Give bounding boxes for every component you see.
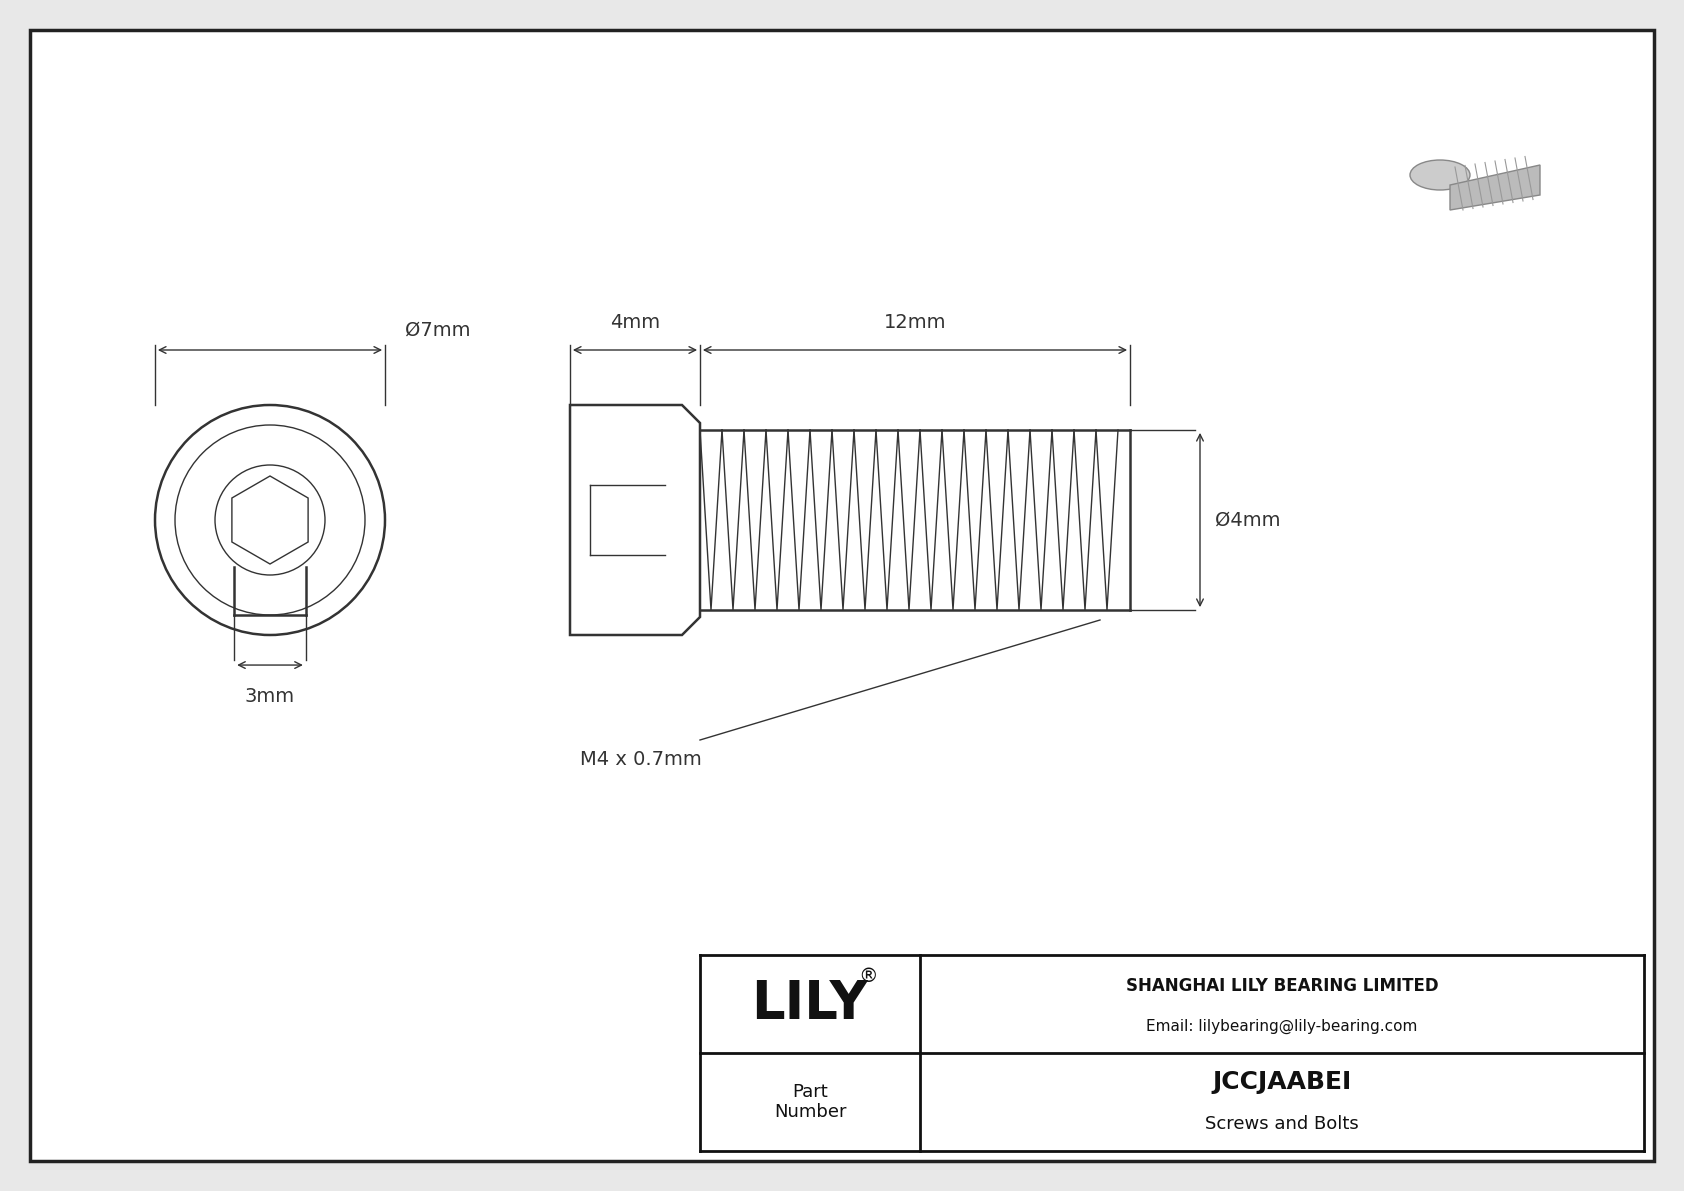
Text: M4 x 0.7mm: M4 x 0.7mm <box>579 750 702 769</box>
Text: LILY: LILY <box>751 978 869 1030</box>
Text: ®: ® <box>859 967 877 985</box>
Text: JCCJAABEI: JCCJAABEI <box>1212 1070 1352 1095</box>
Ellipse shape <box>1410 160 1470 191</box>
Text: 3mm: 3mm <box>244 687 295 706</box>
Text: Email: lilybearing@lily-bearing.com: Email: lilybearing@lily-bearing.com <box>1147 1018 1418 1034</box>
Text: Part
Number: Part Number <box>773 1083 847 1122</box>
Text: Ø7mm: Ø7mm <box>404 322 470 339</box>
Polygon shape <box>1450 166 1539 210</box>
Text: Screws and Bolts: Screws and Bolts <box>1206 1115 1359 1133</box>
Text: SHANGHAI LILY BEARING LIMITED: SHANGHAI LILY BEARING LIMITED <box>1125 977 1438 994</box>
Text: 12mm: 12mm <box>884 313 946 332</box>
Polygon shape <box>30 30 1654 1161</box>
Text: Ø4mm: Ø4mm <box>1214 511 1280 530</box>
Text: 4mm: 4mm <box>610 313 660 332</box>
